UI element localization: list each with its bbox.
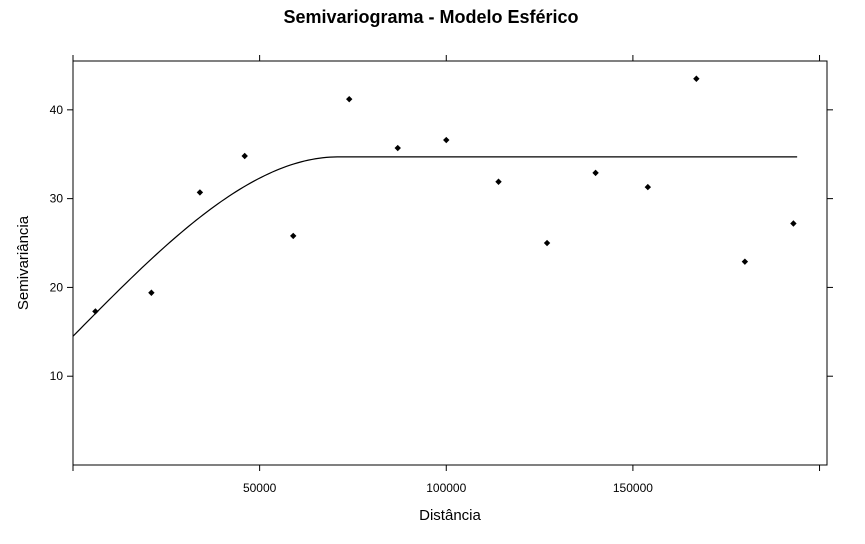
data-point [644, 183, 652, 191]
data-points [92, 75, 797, 315]
data-point [443, 136, 450, 144]
data-point [196, 189, 204, 196]
y-tick-label: 30 [50, 192, 64, 206]
data-point [543, 239, 551, 247]
tick-labels: 50000 100000 150000 10 20 30 40 [50, 103, 654, 495]
spherical-model-curve [72, 156, 798, 337]
x-tick-label: 50000 [243, 481, 277, 495]
y-tick-label: 40 [50, 103, 64, 117]
data-point [693, 75, 700, 82]
x-axis-label: Distância [419, 507, 481, 524]
y-axis-label: Semivariância [15, 215, 32, 310]
data-point [790, 220, 797, 227]
axis-ticks [67, 55, 833, 471]
y-tick-label: 20 [50, 280, 64, 294]
x-tick-label: 150000 [613, 481, 653, 495]
data-point [495, 178, 502, 185]
data-point [148, 289, 155, 296]
data-point [741, 258, 749, 265]
chart-title: Semivariograma - Modelo Esférico [283, 7, 578, 27]
data-point [394, 144, 401, 152]
data-point [346, 95, 353, 103]
x-tick-label: 100000 [426, 481, 466, 495]
plot-frame [72, 60, 828, 466]
y-tick-label: 10 [50, 369, 64, 383]
data-point [92, 308, 99, 315]
data-point [592, 169, 599, 177]
data-point [241, 152, 248, 160]
data-point [290, 232, 297, 240]
